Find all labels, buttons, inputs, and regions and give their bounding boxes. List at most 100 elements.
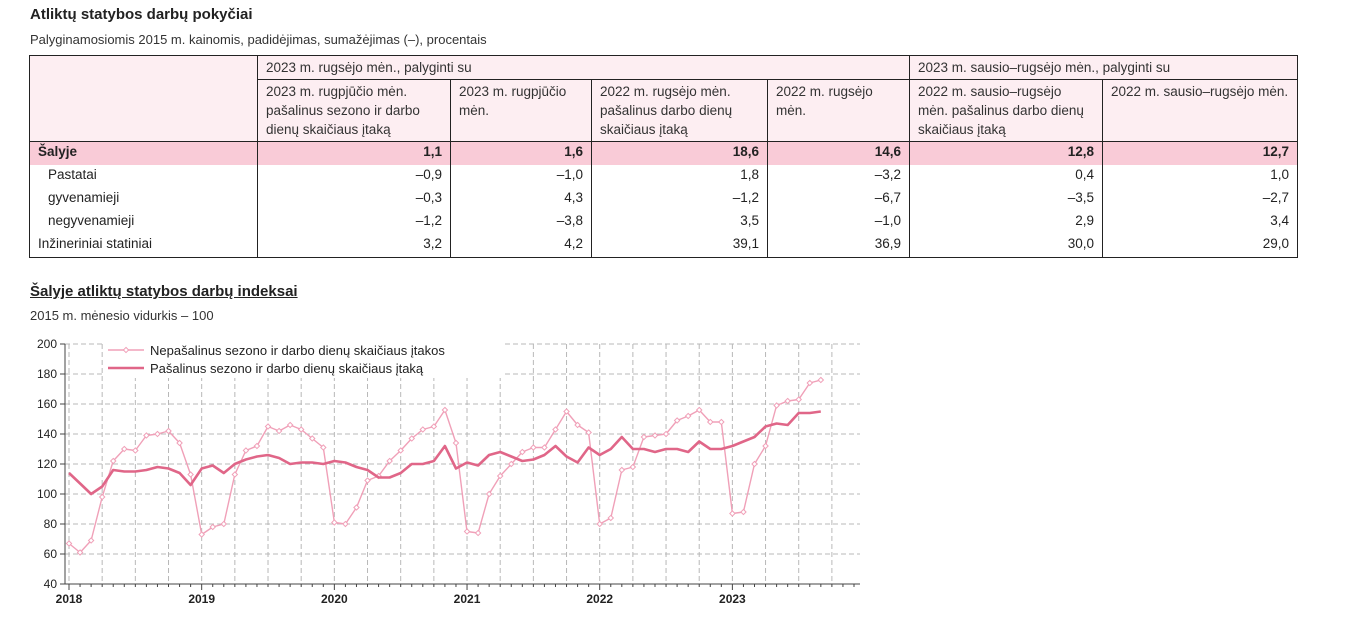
table-cell: –3,2 xyxy=(767,165,910,188)
table-cell: –1,0 xyxy=(450,165,592,188)
table-cell: 4,2 xyxy=(450,234,592,258)
series-unadjusted-point xyxy=(485,490,493,498)
column-header: 2023 m. rugpjūčio mėn. xyxy=(450,79,592,142)
row-label: Pastatai xyxy=(29,165,258,188)
row-label: Inžineriniai statiniai xyxy=(29,234,258,258)
group-header-ytd: 2023 m. sausio–rugsėjo mėn., palyginti s… xyxy=(909,55,1298,80)
table-cell: 29,0 xyxy=(1102,234,1298,258)
series-unadjusted-point xyxy=(209,523,217,531)
legend-label-adjusted: Pašalinus sezono ir darbo dienų skaičiau… xyxy=(150,361,424,376)
table-cell: 36,9 xyxy=(767,234,910,258)
series-unadjusted-point xyxy=(154,430,161,438)
table-row: negyvenamieji –1,2 –3,8 3,5 –1,0 2,9 3,4 xyxy=(29,211,1298,234)
y-tick-label: 140 xyxy=(37,427,57,441)
series-unadjusted-point xyxy=(762,442,769,450)
index-line-chart: 40 60 80 100 120 140 160 180 200 2018 2019 2020 2021… xyxy=(37,337,860,606)
table-cell: –1,0 xyxy=(767,211,910,234)
x-tick-label: 2020 xyxy=(321,592,348,606)
series-unadjusted-point xyxy=(264,423,272,430)
series-unadjusted-point xyxy=(342,520,349,528)
series-unadjusted-point xyxy=(618,466,626,474)
series-unadjusted-point xyxy=(132,447,139,454)
row-label: negyvenamieji xyxy=(29,211,258,234)
series-unadjusted-point xyxy=(120,445,128,453)
series-unadjusted-point xyxy=(76,549,84,556)
series-unadjusted-point xyxy=(253,442,261,450)
series-unadjusted-point xyxy=(408,435,416,442)
series-unadjusted-point xyxy=(596,520,604,528)
table-row: Šalyje 1,1 1,6 18,6 14,6 12,8 12,7 xyxy=(29,141,1298,165)
series-unadjusted-point xyxy=(751,460,758,468)
series-unadjusted-point xyxy=(740,508,747,516)
series-unadjusted-point xyxy=(530,444,537,451)
table-cell: 14,6 xyxy=(767,141,910,165)
legend-label-unadjusted: Nepašalinus sezono ir darbo dienų skaiči… xyxy=(150,343,445,358)
table-cell: 3,4 xyxy=(1102,211,1298,234)
series-unadjusted-point xyxy=(65,540,73,547)
table-row: gyvenamieji –0,3 4,3 –1,2 –6,7 –3,5 –2,7 xyxy=(29,188,1298,211)
table-cell: –3,8 xyxy=(450,211,592,234)
table-cell: 3,5 xyxy=(591,211,768,234)
x-tick-label: 2021 xyxy=(454,592,481,606)
y-tick-label: 60 xyxy=(44,547,58,561)
series-unadjusted-point xyxy=(452,439,460,447)
series-unadjusted-point xyxy=(463,528,471,535)
table-cell: 39,1 xyxy=(591,234,768,258)
series-unadjusted-point xyxy=(806,379,814,387)
table-row: Inžineriniai statiniai 3,2 4,2 39,1 36,9… xyxy=(29,234,1298,258)
series-unadjusted-point xyxy=(87,537,95,544)
row-label-text: gyvenamieji xyxy=(48,190,120,205)
table-cell: 1,6 xyxy=(450,141,592,165)
series-unadjusted-point xyxy=(331,519,338,526)
series-unadjusted-point xyxy=(662,430,670,438)
table-cell: –3,5 xyxy=(909,188,1103,211)
series-unadjusted-point xyxy=(640,433,648,441)
series-unadjusted-point xyxy=(718,418,725,426)
series-unadjusted-point xyxy=(629,463,637,471)
legend-background xyxy=(104,340,504,378)
series-unadjusted-point xyxy=(386,457,393,465)
series-unadjusted-point xyxy=(817,376,825,384)
page-subtitle: Palyginamosiomis 2015 m. kainomis, padid… xyxy=(30,32,487,47)
series-unadjusted-point xyxy=(795,396,803,403)
y-tick-label: 100 xyxy=(37,487,57,501)
table-cell: 30,0 xyxy=(909,234,1103,258)
column-header: 2023 m. rugpjūčio mėn. pašalinus sezono … xyxy=(257,79,451,142)
y-tick-label: 80 xyxy=(44,517,58,531)
y-tick-label: 40 xyxy=(44,577,58,591)
table-corner-cell xyxy=(29,55,258,142)
legend-marker-unadjusted xyxy=(122,346,130,354)
table-cell: –2,7 xyxy=(1102,188,1298,211)
series-unadjusted-point xyxy=(519,448,526,456)
series-unadjusted-point xyxy=(574,421,581,429)
y-tick-label: 180 xyxy=(37,367,57,381)
series-unadjusted-point xyxy=(98,493,106,501)
row-label-text: negyvenamieji xyxy=(48,213,135,228)
series-unadjusted-point xyxy=(651,432,659,439)
x-tick-label: 2023 xyxy=(719,592,746,606)
column-header: 2022 m. sausio–rugsėjo mėn. pašalinus da… xyxy=(909,79,1103,142)
page-title: Atliktų statybos darbų pokyčiai xyxy=(30,6,253,23)
table-cell: –1,2 xyxy=(257,211,451,234)
chart-legend: Nepašalinus sezono ir darbo dienų skaiči… xyxy=(104,340,504,378)
series-unadjusted-point xyxy=(541,444,548,451)
group-header-month: 2023 m. rugsėjo mėn., palyginti su xyxy=(257,55,910,80)
x-tick-label: 2022 xyxy=(586,592,613,606)
series-unadjusted-point xyxy=(563,408,570,415)
series-unadjusted-point xyxy=(552,426,559,433)
chart-series xyxy=(65,376,825,556)
series-unadjusted-point xyxy=(441,406,449,414)
column-header: 2022 m. rugsėjo mėn. xyxy=(767,79,910,142)
column-header: 2022 m. rugsėjo mėn. pašalinus darbo die… xyxy=(591,79,768,142)
series-unadjusted-point xyxy=(242,447,250,454)
table-cell: 3,2 xyxy=(257,234,451,258)
table-cell: 1,1 xyxy=(257,141,451,165)
table-cell: 1,8 xyxy=(591,165,768,188)
y-tick-label: 200 xyxy=(37,337,57,351)
table-cell: 18,6 xyxy=(591,141,768,165)
table-cell: 1,0 xyxy=(1102,165,1298,188)
series-unadjusted-point xyxy=(695,406,703,414)
series-unadjusted-point xyxy=(585,429,592,436)
series-unadjusted-point xyxy=(143,432,150,439)
series-unadjusted-point xyxy=(419,426,427,433)
